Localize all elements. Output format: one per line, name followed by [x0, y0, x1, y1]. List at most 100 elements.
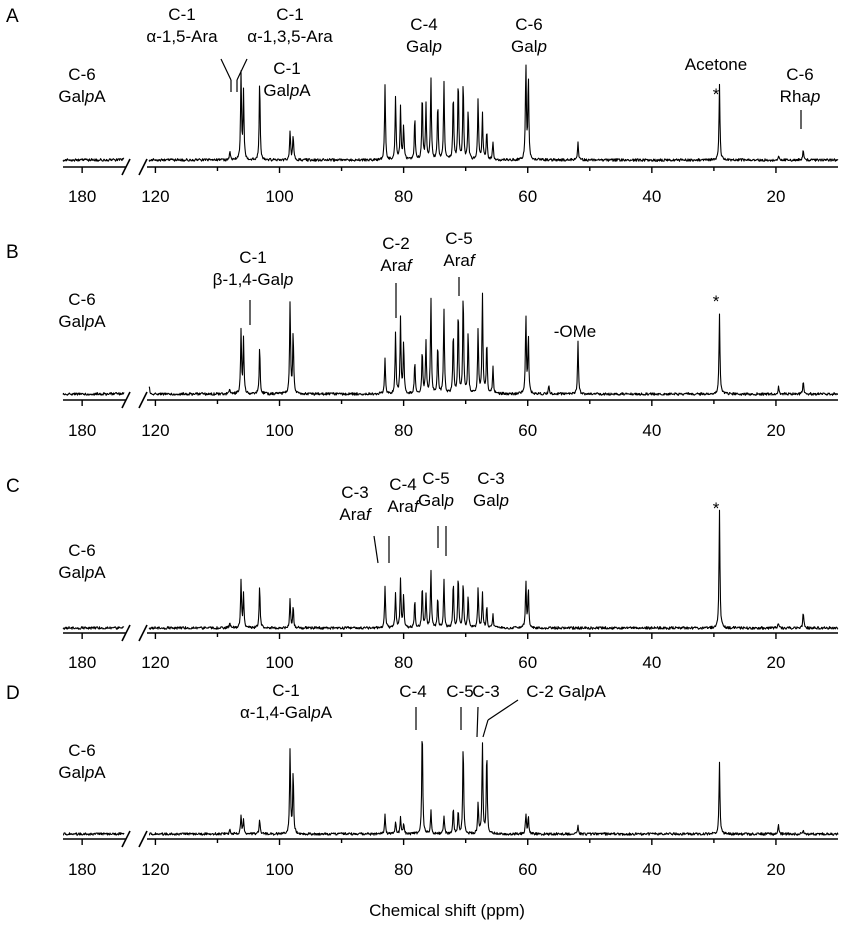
panel-c-annotation-3-line-1: Galp	[418, 491, 454, 510]
panel-b-annotation-4-line-0: -OMe	[554, 322, 597, 341]
panel-c-axis-break-mark-2	[138, 624, 148, 642]
panel-a-annotation-1-leader-0	[220, 58, 232, 81]
panel-b-annotation-1-line-1: β-1,4-Galp	[213, 270, 294, 289]
panel-d-tick-label-180: 180	[68, 860, 96, 879]
panel-c-spectrum-left	[62, 626, 125, 630]
panel-d-annotation-0-line-0: C-6	[68, 741, 95, 760]
panel-d-annotation-1-line-1: α-1,4-GalpA	[240, 703, 333, 722]
panel-b-spectrum-left	[62, 392, 125, 396]
panel-c-tick-label-100: 100	[265, 653, 293, 672]
panel-d-annotation-3-line-0: C-5	[446, 682, 473, 701]
panel-c-tick-label-60: 60	[518, 653, 537, 672]
panel-a-tick-label-100: 100	[265, 187, 293, 206]
panel-b-tick-label-20: 20	[766, 421, 785, 440]
panel-c-annotation-4-line-1: Galp	[473, 491, 509, 510]
panel-d-annotation-1-line-0: C-1	[272, 681, 299, 700]
panel-b-axis-break-mark-2	[138, 391, 148, 409]
panel-b-annotation-3-line-0: C-5	[445, 229, 472, 248]
panel-b-letter: B	[6, 242, 19, 263]
panel-a-annotation-0-line-1: GalpA	[58, 87, 106, 106]
panel-b-axis-break-mark-1	[121, 391, 131, 409]
panel-a-annotation-3-line-0: C-1	[273, 59, 300, 78]
panel-c-annotation-2-line-1: Araf	[387, 497, 420, 516]
panel-b-annotation-3-line-1: Araf	[443, 251, 476, 270]
panel-b-tick-label-180: 180	[68, 421, 96, 440]
panel-d-tick-label-120: 120	[141, 860, 169, 879]
panel-a-tick-label-60: 60	[518, 187, 537, 206]
panel-a-annotation-1-line-0: C-1	[168, 5, 195, 24]
panel-a-tick-label-40: 40	[642, 187, 661, 206]
panel-d-tick-label-40: 40	[642, 860, 661, 879]
panel-c-annotation-2-line-0: C-4	[389, 475, 416, 494]
panel-b-spectrum-right	[148, 292, 839, 396]
panel-d-tick-label-80: 80	[394, 860, 413, 879]
panel-c-annotation-1-line-1: Araf	[339, 505, 372, 524]
x-axis-label: Chemical shift (ppm)	[369, 901, 525, 920]
panel-a-annotation-6-line-1: *	[713, 85, 720, 104]
panel-a-tick-label-120: 120	[141, 187, 169, 206]
panel-d-spectrum-left	[62, 832, 125, 836]
panel-c-spectrum-right	[148, 509, 839, 630]
panel-a-tick-label-20: 20	[766, 187, 785, 206]
panel-a-spectrum-left	[62, 157, 125, 162]
panel-d-annotation-2-line-0: C-4	[399, 682, 426, 701]
panel-d-annotation-4-line-0: C-3	[472, 682, 499, 701]
panel-b-annotation-1-line-0: C-1	[239, 248, 266, 267]
panel-c-tick-label-40: 40	[642, 653, 661, 672]
panel-c-letter: C	[6, 476, 20, 497]
panel-a-annotation-7-line-0: C-6	[786, 65, 813, 84]
panel-a-annotation-6-line-0: Acetone	[685, 55, 747, 74]
panel-c-tick-label-120: 120	[141, 653, 169, 672]
panel-a-annotation-1-line-1: α-1,5-Ara	[146, 27, 218, 46]
panel-c-annotation-3-line-0: C-5	[422, 469, 449, 488]
panel-d-tick-label-60: 60	[518, 860, 537, 879]
panel-d-annotation-5-leader-1	[482, 719, 489, 738]
panel-a-annotation-7-line-1: Rhap	[780, 87, 821, 106]
panel-a-annotation-4-line-0: C-4	[410, 15, 437, 34]
panel-d-annotation-5-leader-0	[487, 699, 519, 721]
panel-d-annotation-5-line-0: C-2 GalpA	[526, 682, 606, 701]
panel-b-annotation-0-line-1: GalpA	[58, 312, 106, 331]
panel-d-tick-label-100: 100	[265, 860, 293, 879]
panel-a-annotation-4-line-1: Galp	[406, 37, 442, 56]
panel-a-spectrum-right	[148, 64, 839, 162]
panel-a-annotation-2-leader-0	[236, 58, 248, 81]
panel-c-annotation-5-line-0: *	[713, 499, 720, 518]
panel-c-tick-label-20: 20	[766, 653, 785, 672]
panel-c-annotation-1-line-0: C-3	[341, 483, 368, 502]
panel-b-annotation-2-line-0: C-2	[382, 234, 409, 253]
panel-b-tick-label-40: 40	[642, 421, 661, 440]
panel-a-annotation-5-line-1: Galp	[511, 37, 547, 56]
panel-a-tick-label-180: 180	[68, 187, 96, 206]
panel-d-axis-break-mark-2	[138, 830, 148, 848]
panel-b-tick-label-100: 100	[265, 421, 293, 440]
panel-a-annotation-2-line-0: C-1	[276, 5, 303, 24]
panel-d-spectrum-right	[148, 740, 839, 836]
panel-a-annotation-5-line-0: C-6	[515, 15, 542, 34]
panel-d-annotation-0-line-1: GalpA	[58, 763, 106, 782]
panel-c-annotation-0-line-0: C-6	[68, 541, 95, 560]
panel-d-axis-break-mark-1	[121, 830, 131, 848]
panel-c-annotation-0-line-1: GalpA	[58, 563, 106, 582]
panel-b-tick-label-80: 80	[394, 421, 413, 440]
panel-b-tick-label-60: 60	[518, 421, 537, 440]
panel-a-annotation-0-line-0: C-6	[68, 65, 95, 84]
panel-a-annotation-3-line-1: GalpA	[263, 81, 311, 100]
panel-b-tick-label-120: 120	[141, 421, 169, 440]
panel-c-axis-break-mark-1	[121, 624, 131, 642]
panel-c-annotation-4-line-0: C-3	[477, 469, 504, 488]
panel-b-annotation-5-line-0: *	[713, 292, 720, 311]
panel-a-annotation-2-line-1: α-1,3,5-Ara	[247, 27, 333, 46]
panel-d-letter: D	[6, 683, 20, 704]
panel-d-annotation-4-leader-0	[476, 706, 479, 738]
panel-c-tick-label-180: 180	[68, 653, 96, 672]
panel-a-tick-label-80: 80	[394, 187, 413, 206]
panel-c-tick-label-80: 80	[394, 653, 413, 672]
panel-a-axis-break-mark-2	[138, 158, 148, 176]
panel-b-annotation-2-line-1: Araf	[380, 256, 413, 275]
panel-d-tick-label-20: 20	[766, 860, 785, 879]
panel-c-annotation-1-leader-0	[373, 535, 379, 564]
panel-b-annotation-0-line-0: C-6	[68, 290, 95, 309]
panel-a-axis-break-mark-1	[121, 158, 131, 176]
